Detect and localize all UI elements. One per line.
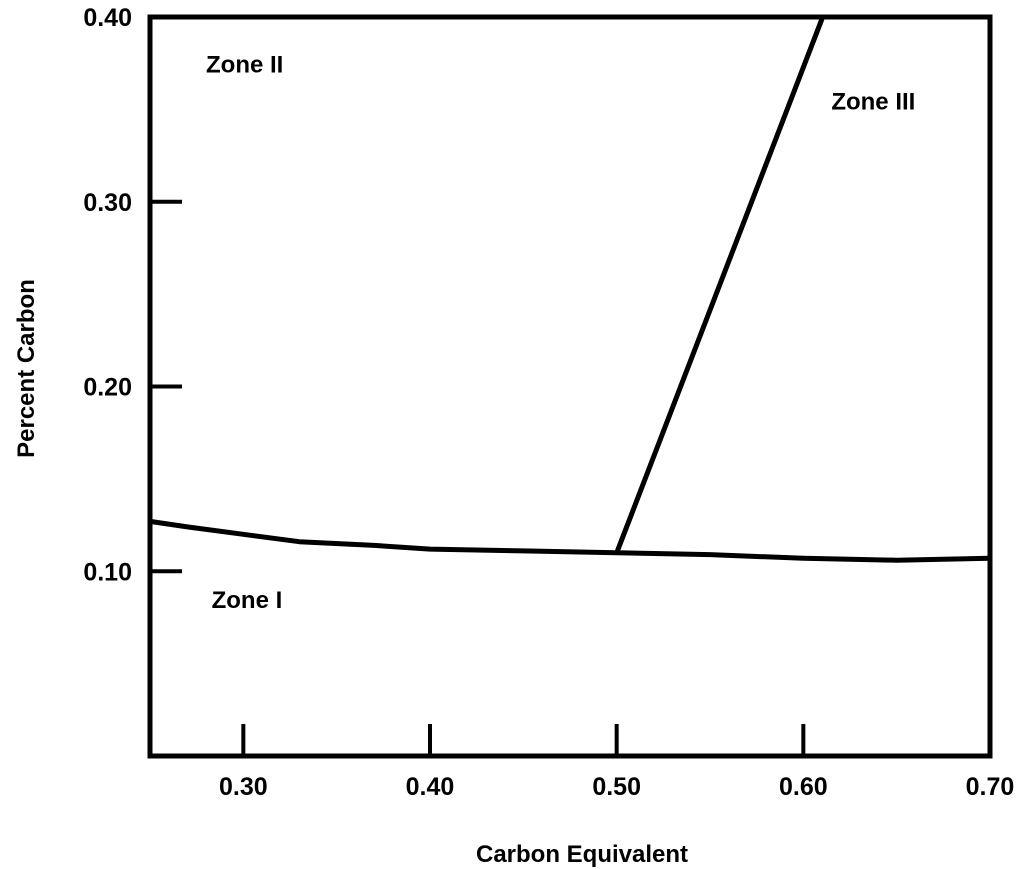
x-tick-label: 0.40 bbox=[406, 773, 455, 801]
zone-label: Zone II bbox=[206, 51, 283, 78]
x-tick-label: 0.60 bbox=[779, 773, 828, 801]
zone-label: Zone I bbox=[212, 587, 283, 614]
y-tick-label: 0.30 bbox=[83, 189, 132, 217]
chart-marks: 0.10 0.20 0.30 0.40 0.30 0.40 0.50 0.60 0.70 Zone… bbox=[13, 4, 1014, 868]
y-axis-label: Percent Carbon bbox=[13, 279, 40, 458]
zone-label: Zone III bbox=[831, 88, 915, 115]
plot-frame bbox=[147, 14, 993, 759]
x-axis-label: Carbon Equivalent bbox=[476, 841, 688, 868]
y-tick-label: 0.20 bbox=[83, 374, 132, 402]
x-tick-label: 0.30 bbox=[219, 773, 268, 801]
x-tick-label: 0.70 bbox=[966, 773, 1015, 801]
x-tick-label: 0.50 bbox=[592, 773, 641, 801]
series-line-1 bbox=[149, 518, 991, 563]
series-line-2 bbox=[614, 17, 825, 554]
y-tick-label: 0.40 bbox=[83, 4, 132, 32]
y-tick-label: 0.10 bbox=[83, 558, 132, 586]
